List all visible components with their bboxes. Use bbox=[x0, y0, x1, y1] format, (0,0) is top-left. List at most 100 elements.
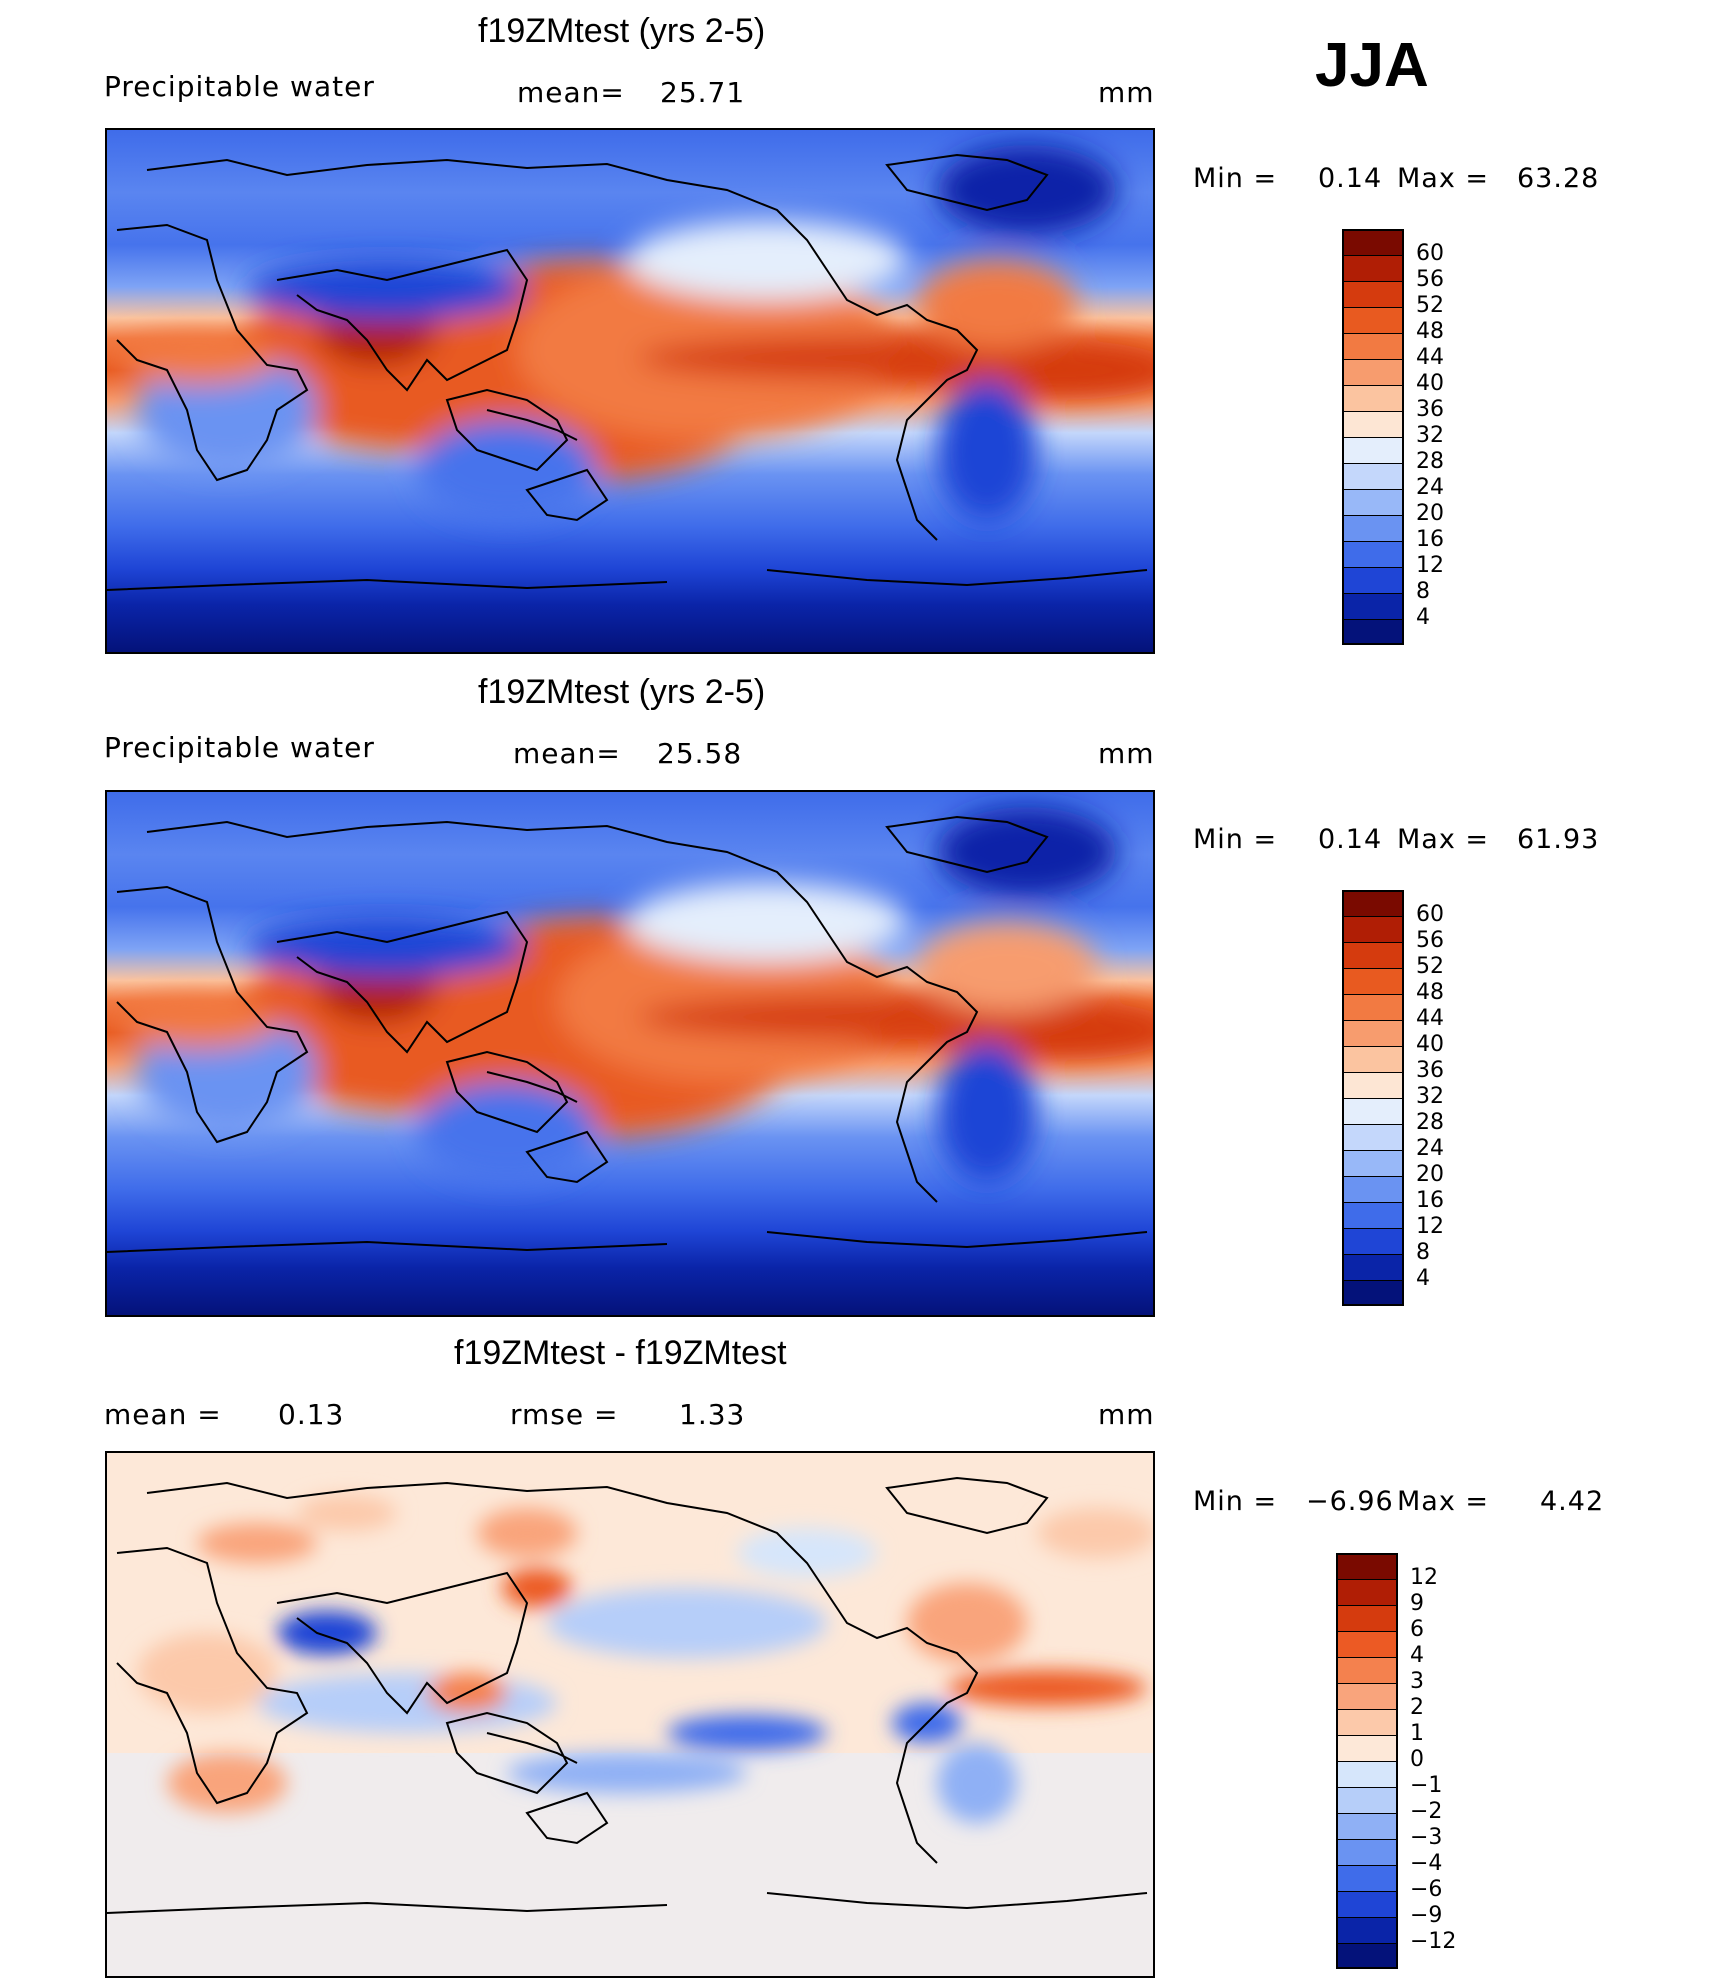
panel2-colorbar: 60 56 52 48 44 40 36 32 28 24 20 16 12 8 4 bbox=[1342, 890, 1444, 1306]
colorbar-swatch bbox=[1336, 1943, 1398, 1969]
panel1-title: f19ZMtest (yrs 2-5) bbox=[478, 12, 766, 50]
colorbar-swatch bbox=[1342, 1176, 1404, 1202]
colorbar-swatch bbox=[1336, 1631, 1398, 1657]
colorbar-label: 1 bbox=[1410, 1721, 1424, 1746]
panel1-mean-label: mean= bbox=[517, 76, 625, 109]
colorbar-label: 16 bbox=[1416, 527, 1444, 552]
colorbar-label: 12 bbox=[1416, 1214, 1444, 1239]
colorbar-swatch bbox=[1342, 437, 1404, 463]
colorbar-frame bbox=[1342, 890, 1404, 1306]
colorbar-label: 36 bbox=[1416, 397, 1444, 422]
panel1-variable: Precipitable water bbox=[104, 70, 375, 103]
colorbar-swatch bbox=[1336, 1657, 1398, 1683]
colorbar-label: 24 bbox=[1416, 1136, 1444, 1161]
colorbar-swatch bbox=[1342, 489, 1404, 515]
colorbar-swatch bbox=[1342, 1098, 1404, 1124]
panel2-variable: Precipitable water bbox=[104, 731, 375, 764]
colorbar-swatch bbox=[1336, 1839, 1398, 1865]
colorbar-swatch bbox=[1336, 1917, 1398, 1943]
colorbar-swatch bbox=[1342, 1150, 1404, 1176]
colorbar-swatch bbox=[1342, 255, 1404, 281]
colorbar-label: −3 bbox=[1410, 1825, 1443, 1850]
colorbar-label: 60 bbox=[1416, 241, 1444, 266]
colorbar-swatch bbox=[1342, 1202, 1404, 1228]
colorbar-swatch bbox=[1342, 619, 1404, 645]
panel3-mean-label: mean = bbox=[104, 1398, 222, 1431]
panel2-mean-label: mean= bbox=[513, 737, 621, 770]
panel2-mean-value: 25.58 bbox=[657, 737, 743, 770]
panel1-coastlines bbox=[107, 153, 1148, 591]
colorbar-swatch bbox=[1336, 1735, 1398, 1761]
colorbar-label: 4 bbox=[1416, 605, 1430, 630]
colorbar-swatch bbox=[1342, 593, 1404, 619]
colorbar-swatch bbox=[1342, 385, 1404, 411]
colorbar-label: 0 bbox=[1410, 1747, 1424, 1772]
colorbar-frame bbox=[1336, 1553, 1398, 1969]
colorbar-swatch bbox=[1342, 463, 1404, 489]
panel1-units: mm bbox=[1098, 76, 1155, 109]
colorbar-swatch bbox=[1342, 1254, 1404, 1280]
colorbar-swatch bbox=[1342, 1020, 1404, 1046]
panel3-mean-value: 0.13 bbox=[278, 1398, 345, 1431]
colorbar-swatch bbox=[1342, 890, 1404, 916]
colorbar-label: 32 bbox=[1416, 423, 1444, 448]
colorbar-swatch bbox=[1336, 1605, 1398, 1631]
colorbar-swatch bbox=[1336, 1787, 1398, 1813]
panel2-field bbox=[107, 792, 1153, 1315]
colorbar-swatch bbox=[1342, 515, 1404, 541]
colorbar-label: 4 bbox=[1416, 1266, 1430, 1291]
panel2-units: mm bbox=[1098, 737, 1155, 770]
colorbar-label: 12 bbox=[1410, 1565, 1438, 1590]
colorbar-swatch bbox=[1336, 1683, 1398, 1709]
panel1-max-label: Max = bbox=[1397, 163, 1490, 194]
panel2-title: f19ZMtest (yrs 2-5) bbox=[478, 673, 766, 711]
colorbar-swatch bbox=[1342, 1046, 1404, 1072]
panel3-rmse-value: 1.33 bbox=[679, 1398, 746, 1431]
panel1-max-value: 63.28 bbox=[1517, 163, 1600, 194]
colorbar-label: −6 bbox=[1410, 1877, 1443, 1902]
colorbar-label: 20 bbox=[1416, 501, 1444, 526]
colorbar-swatch bbox=[1342, 281, 1404, 307]
colorbar-label: 52 bbox=[1416, 293, 1444, 318]
panel2-max-value: 61.93 bbox=[1517, 824, 1600, 855]
colorbar-label: 3 bbox=[1410, 1669, 1424, 1694]
colorbar-swatch bbox=[1342, 1124, 1404, 1150]
colorbar-label: 56 bbox=[1416, 928, 1444, 953]
colorbar-swatch bbox=[1342, 1072, 1404, 1098]
colorbar-label: −12 bbox=[1410, 1929, 1457, 1954]
colorbar-label: 44 bbox=[1416, 1006, 1444, 1031]
panel1-colorbar: 60 56 52 48 44 40 36 32 28 24 20 16 12 8 4 bbox=[1342, 229, 1444, 645]
season-label: JJA bbox=[1315, 31, 1429, 100]
colorbar-label: 4 bbox=[1410, 1643, 1424, 1668]
colorbar-label: 36 bbox=[1416, 1058, 1444, 1083]
panel1-map bbox=[105, 128, 1155, 654]
colorbar-swatch bbox=[1342, 333, 1404, 359]
colorbar-swatch bbox=[1342, 916, 1404, 942]
colorbar-label: 48 bbox=[1416, 319, 1444, 344]
colorbar-swatch bbox=[1336, 1761, 1398, 1787]
colorbar-label: 8 bbox=[1416, 579, 1430, 604]
colorbar-swatch bbox=[1342, 994, 1404, 1020]
panel3-max-label: Max = bbox=[1397, 1486, 1490, 1517]
colorbar-swatch bbox=[1336, 1813, 1398, 1839]
colorbar-label: 6 bbox=[1410, 1617, 1424, 1642]
panel3-colorbar: 12 9 6 4 3 2 1 0 −1 −2 −3 −4 −6 −9 −12 bbox=[1336, 1553, 1456, 1969]
panel3-coastlines bbox=[107, 1476, 1148, 1914]
colorbar-swatch bbox=[1336, 1709, 1398, 1735]
colorbar-label: 32 bbox=[1416, 1084, 1444, 1109]
panel1-mean-value: 25.71 bbox=[660, 76, 746, 109]
panel3-min-value: −6.96 bbox=[1306, 1486, 1394, 1517]
panel3-rmse-label: rmse = bbox=[510, 1398, 619, 1431]
colorbar-label: 2 bbox=[1410, 1695, 1424, 1720]
colorbar-swatch bbox=[1336, 1891, 1398, 1917]
colorbar-label: 52 bbox=[1416, 954, 1444, 979]
colorbar-label: 48 bbox=[1416, 980, 1444, 1005]
colorbar-swatch bbox=[1342, 411, 1404, 437]
panel3-min-label: Min = bbox=[1193, 1486, 1278, 1517]
colorbar-label: 20 bbox=[1416, 1162, 1444, 1187]
colorbar-label: 24 bbox=[1416, 475, 1444, 500]
panel1-field bbox=[107, 130, 1153, 652]
colorbar-label: 28 bbox=[1416, 449, 1444, 474]
panel1-min-value: 0.14 bbox=[1318, 163, 1383, 194]
panel2-min-value: 0.14 bbox=[1318, 824, 1383, 855]
